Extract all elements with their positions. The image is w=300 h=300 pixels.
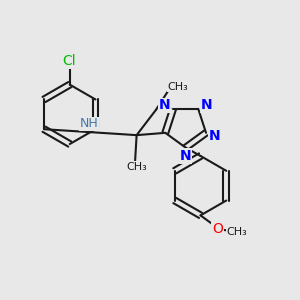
- Text: O: O: [212, 222, 223, 236]
- Text: CH₃: CH₃: [168, 82, 189, 92]
- Text: NH: NH: [80, 117, 98, 130]
- Text: CH₃: CH₃: [226, 227, 247, 237]
- Text: N: N: [201, 98, 212, 112]
- Text: N: N: [208, 129, 220, 143]
- Text: CH₃: CH₃: [126, 162, 147, 172]
- Text: N: N: [159, 98, 171, 112]
- Text: Cl: Cl: [62, 54, 76, 68]
- Text: N: N: [180, 149, 191, 163]
